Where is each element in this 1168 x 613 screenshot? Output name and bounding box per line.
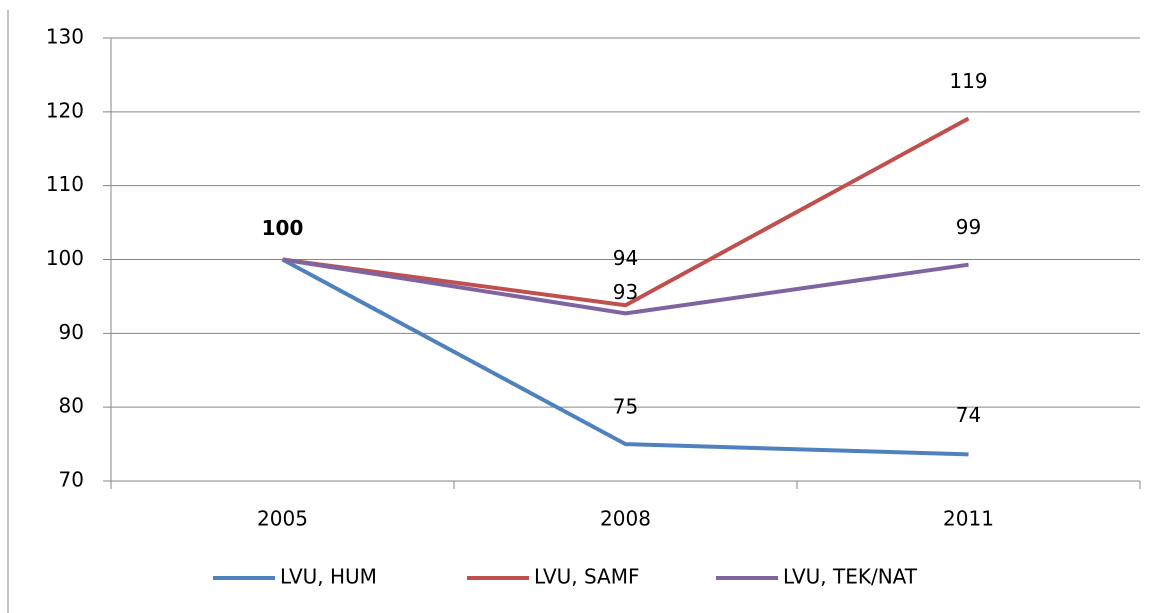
y-tick-label: 100: [46, 246, 84, 270]
legend-label: LVU, TEK/NAT: [783, 565, 918, 589]
data-label: 75: [613, 395, 638, 419]
series-line: [282, 116, 970, 308]
series-line: [281, 257, 969, 457]
title-strip: [0, 0, 1168, 10]
data-label: 100: [262, 216, 304, 240]
legend-label: LVU, HUM: [280, 565, 377, 589]
y-tick-label: 70: [59, 468, 84, 492]
x-tick-label: 2011: [943, 507, 994, 531]
data-label: 94: [613, 246, 638, 270]
y-tick-label: 110: [46, 172, 84, 196]
y-tick-label: 80: [59, 394, 84, 418]
series-line: [282, 257, 969, 316]
data-label: 119: [949, 69, 987, 93]
data-label: 99: [956, 215, 981, 239]
y-tick-label: 130: [46, 25, 84, 49]
x-tick-label: 2008: [600, 507, 651, 531]
data-label: 93: [613, 280, 638, 304]
y-tick-label: 120: [46, 98, 84, 122]
x-tick-label: 2005: [257, 507, 308, 531]
y-tick-label: 90: [59, 320, 84, 344]
legend-label: LVU, SAMF: [534, 565, 640, 589]
data-label: 74: [956, 403, 981, 427]
